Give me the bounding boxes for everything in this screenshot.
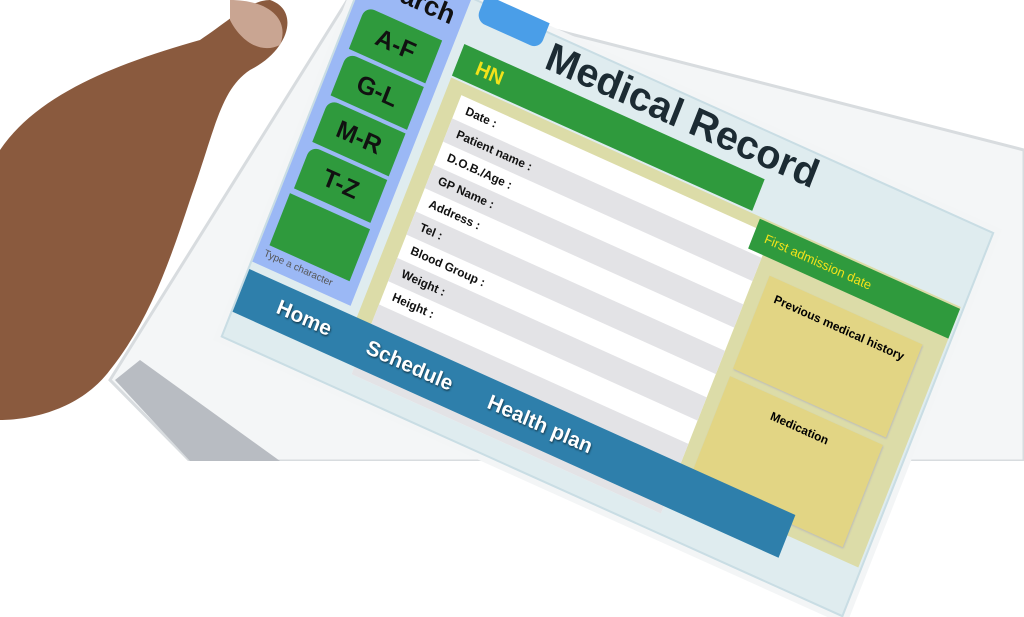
tablet-edge <box>115 360 280 461</box>
nav-home[interactable]: Home <box>273 295 335 341</box>
thumbnail <box>230 0 283 49</box>
hand <box>0 0 288 420</box>
